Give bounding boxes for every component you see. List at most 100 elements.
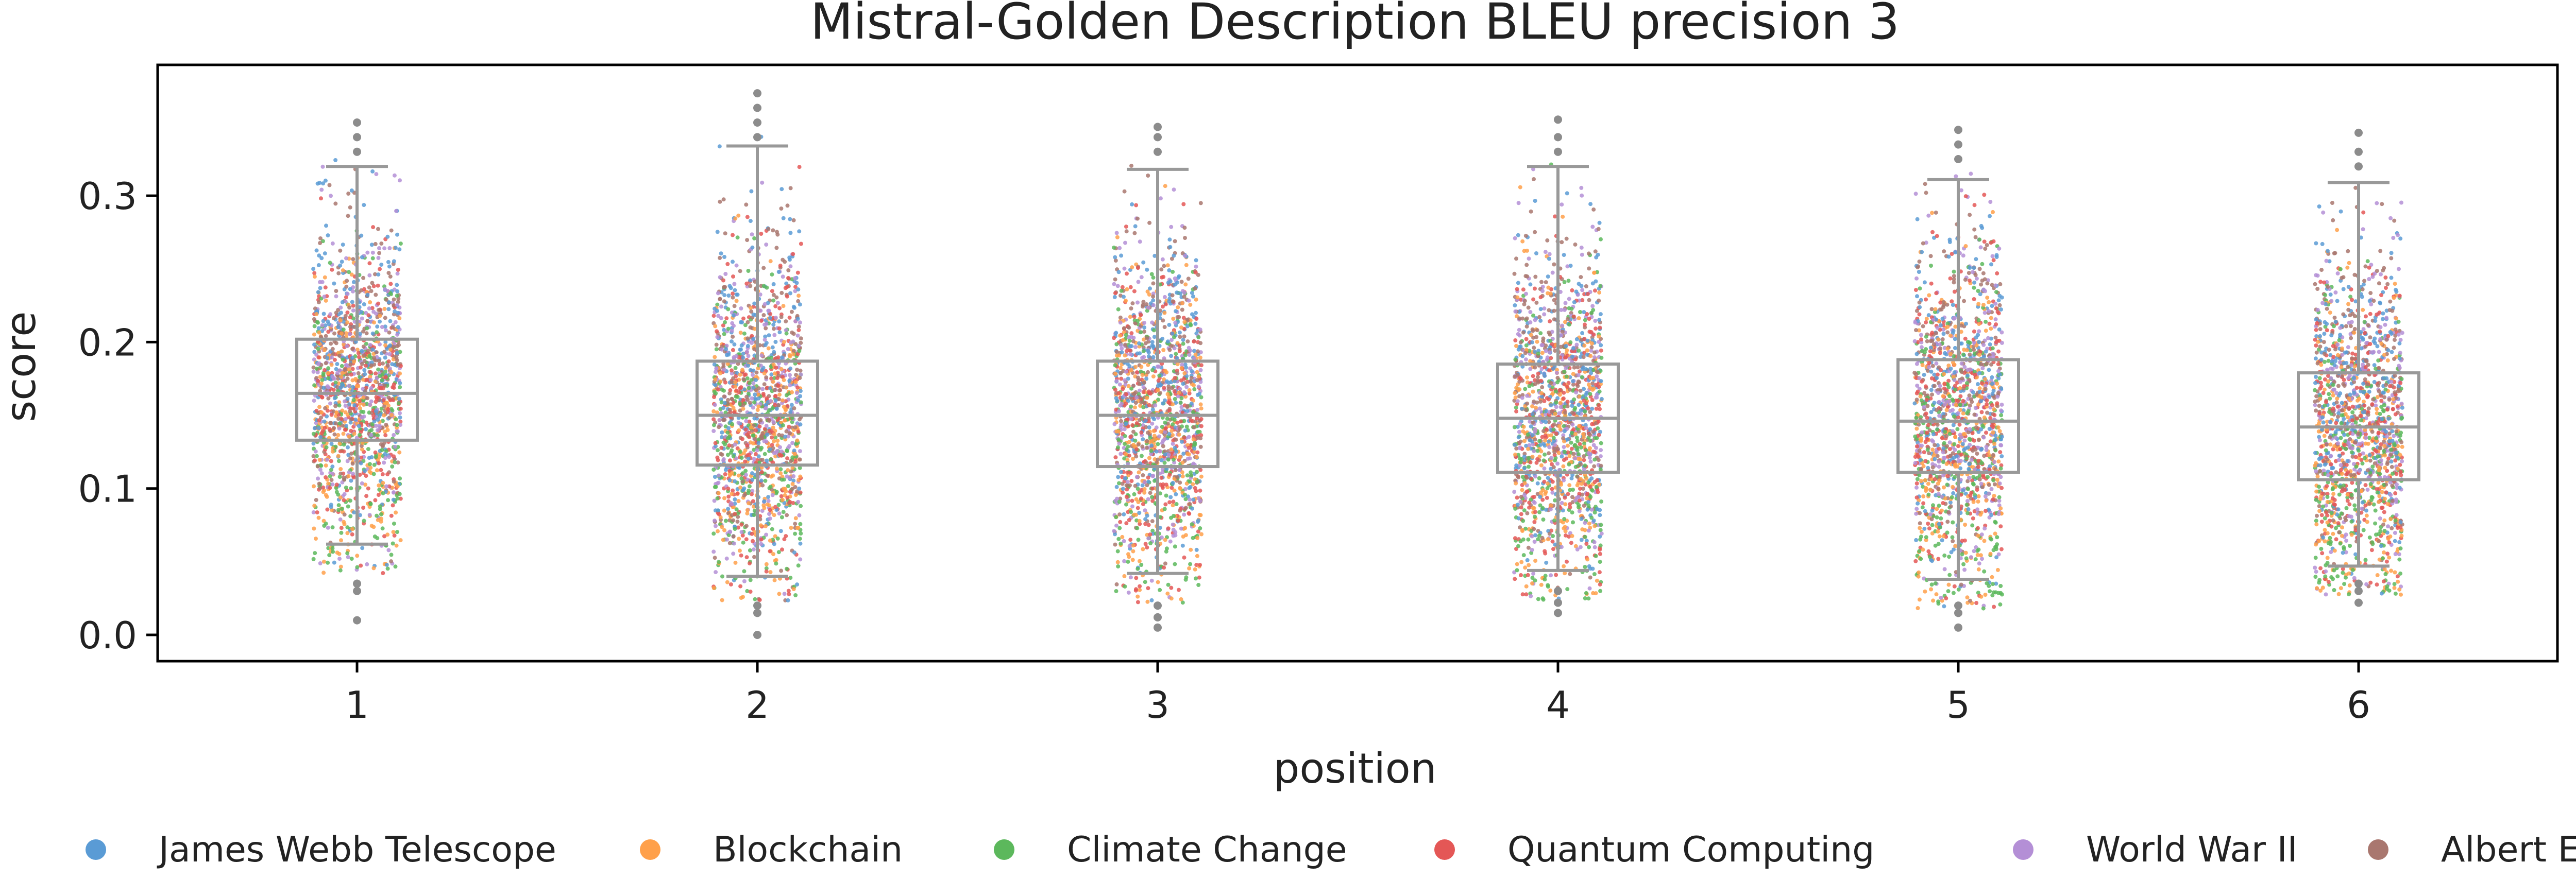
strip-point <box>1124 392 1129 396</box>
strip-point <box>1156 384 1160 388</box>
strip-point <box>362 353 366 358</box>
strip-point <box>791 218 796 222</box>
strip-point <box>766 495 771 499</box>
strip-point <box>1199 474 1204 479</box>
strip-point <box>1128 435 1133 439</box>
strip-point <box>748 325 753 330</box>
strip-point <box>768 538 772 543</box>
strip-point <box>393 320 398 324</box>
strip-point <box>737 548 742 553</box>
strip-point <box>374 409 378 413</box>
strip-point <box>1570 510 1574 515</box>
strip-point <box>1187 353 1192 357</box>
strip-point <box>748 578 753 582</box>
strip-point <box>1134 497 1139 502</box>
strip-point <box>768 549 772 554</box>
strip-point <box>378 374 382 378</box>
strip-point <box>1139 365 1144 369</box>
strip-point <box>793 380 798 385</box>
strip-point <box>316 355 321 360</box>
strip-point <box>1118 452 1123 456</box>
strip-point <box>766 346 771 351</box>
strip-point <box>738 331 743 335</box>
strip-point <box>745 320 750 324</box>
strip-point <box>340 408 345 413</box>
strip-point <box>774 246 779 250</box>
strip-point <box>375 397 379 402</box>
strip-point <box>768 259 773 264</box>
strip-point <box>1173 468 1178 473</box>
strip-point <box>397 343 401 348</box>
strip-point <box>731 518 736 523</box>
strip-point <box>747 452 752 457</box>
strip-point <box>1138 584 1142 589</box>
strip-point <box>1187 511 1191 515</box>
strip-point <box>344 486 348 490</box>
strip-point <box>384 423 388 427</box>
strip-point <box>389 559 394 564</box>
strip-point <box>334 341 338 346</box>
strip-point <box>1141 390 1146 394</box>
strip-point <box>1593 288 1597 293</box>
strip-point <box>787 475 792 480</box>
strip-point <box>321 372 326 377</box>
strip-point <box>1133 405 1137 410</box>
strip-point <box>779 515 784 520</box>
strip-point <box>793 425 798 429</box>
strip-point <box>349 557 354 561</box>
strip-point <box>352 359 357 364</box>
strip-point <box>339 331 344 336</box>
strip-point <box>779 568 784 573</box>
strip-point <box>1164 370 1169 375</box>
strip-point <box>1141 303 1145 307</box>
strip-point <box>1183 492 1187 497</box>
strip-point <box>1123 342 1128 347</box>
strip-point <box>1146 174 1150 178</box>
strip-point <box>1130 423 1135 427</box>
strip-point <box>374 350 379 355</box>
strip-point <box>382 460 386 465</box>
strip-point <box>1196 583 1201 587</box>
strip-point <box>774 295 779 300</box>
strip-point <box>775 376 779 380</box>
strip-point <box>1172 418 1177 422</box>
strip-point <box>1145 599 1150 604</box>
strip-point <box>391 497 396 502</box>
strip-point <box>799 531 803 536</box>
strip-point <box>768 516 772 521</box>
strip-point <box>724 537 729 542</box>
strip-point <box>1183 577 1188 582</box>
strip-point <box>1126 552 1130 557</box>
strip-point <box>733 380 738 385</box>
strip-point <box>1136 506 1140 510</box>
strip-point <box>398 381 402 386</box>
strip-point <box>1151 355 1156 359</box>
strip-point <box>734 394 738 399</box>
strip-point <box>330 482 335 487</box>
strip-point <box>324 298 328 303</box>
strip-point <box>711 468 716 472</box>
strip-point <box>1557 392 1562 397</box>
strip-point <box>1160 486 1165 490</box>
strip-point <box>324 223 328 228</box>
strip-point <box>337 557 342 561</box>
strip-point <box>382 306 387 311</box>
strip-point <box>785 448 789 453</box>
strip-point <box>322 419 327 424</box>
strip-point <box>1538 318 1543 323</box>
strip-point <box>330 525 335 530</box>
strip-point <box>312 274 317 279</box>
strip-point <box>748 401 752 405</box>
strip-point <box>713 403 717 407</box>
strip-point <box>737 537 741 541</box>
strip-point <box>752 236 757 240</box>
strip-point <box>1197 392 1201 396</box>
strip-point <box>1596 458 1601 462</box>
strip-point <box>732 342 737 347</box>
strip-point <box>720 452 724 457</box>
strip-point <box>1124 369 1128 374</box>
strip-point <box>1187 346 1191 350</box>
strip-point <box>720 525 724 529</box>
strip-point <box>367 470 372 474</box>
strip-point <box>317 481 321 486</box>
